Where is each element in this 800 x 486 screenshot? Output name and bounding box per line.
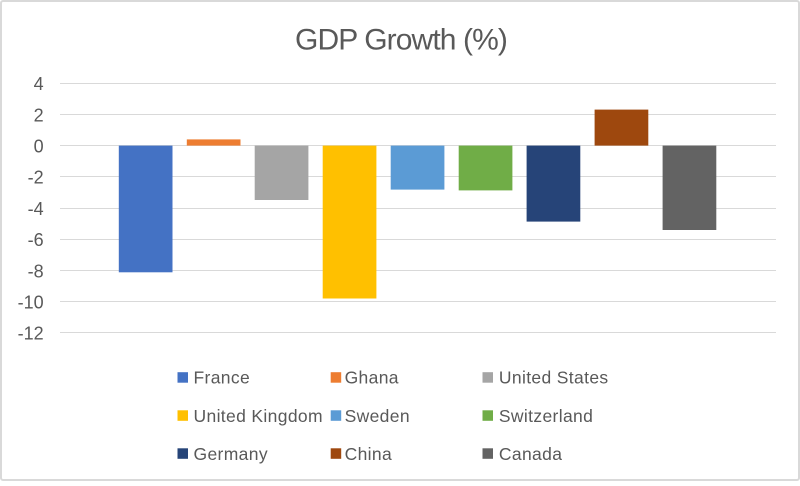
svg-text:Sweden: Sweden bbox=[345, 406, 410, 426]
svg-text:France: France bbox=[194, 368, 251, 388]
svg-text:China: China bbox=[345, 444, 392, 464]
svg-text:0: 0 bbox=[34, 137, 44, 157]
svg-text:Canada: Canada bbox=[499, 444, 562, 464]
svg-text:-8: -8 bbox=[28, 261, 44, 281]
svg-text:-12: -12 bbox=[18, 324, 44, 344]
svg-text:4: 4 bbox=[34, 74, 44, 94]
svg-text:Germany: Germany bbox=[194, 444, 268, 464]
svg-text:United States: United States bbox=[499, 368, 609, 388]
svg-text:-10: -10 bbox=[18, 293, 44, 313]
svg-text:2: 2 bbox=[34, 105, 44, 125]
svg-text:Ghana: Ghana bbox=[345, 368, 399, 388]
svg-text:-2: -2 bbox=[28, 168, 44, 188]
svg-text:-6: -6 bbox=[28, 230, 44, 250]
svg-text:United Kingdom: United Kingdom bbox=[194, 406, 323, 426]
svg-text:GDP Growth (%): GDP Growth (%) bbox=[295, 24, 507, 57]
svg-text:Switzerland: Switzerland bbox=[499, 406, 593, 426]
svg-text:-4: -4 bbox=[28, 199, 44, 219]
